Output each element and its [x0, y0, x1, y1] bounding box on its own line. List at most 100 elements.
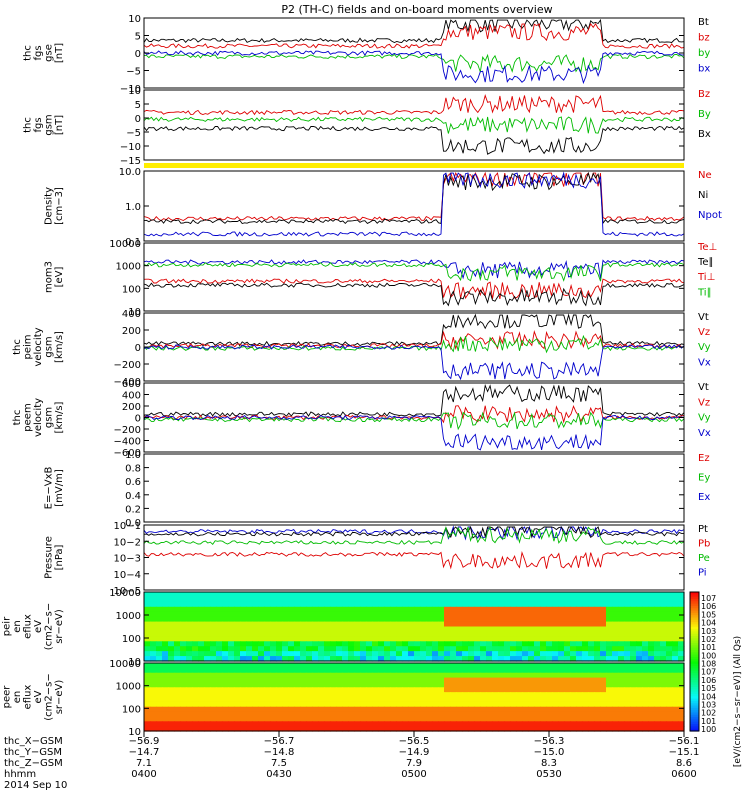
spectrogram-cell — [540, 726, 547, 732]
spectrogram-cell — [420, 596, 427, 603]
spectrogram-cell — [222, 697, 229, 703]
spectrogram-cell — [204, 667, 211, 674]
spectrogram-cell — [180, 592, 187, 598]
spectrogram-cell — [396, 646, 403, 652]
spectrogram-cell — [330, 626, 337, 633]
spectrogram-cell — [186, 721, 193, 727]
spectrogram-cell — [294, 672, 301, 679]
spectrogram-cell — [594, 631, 601, 637]
spectrogram-cell — [678, 606, 685, 613]
spectrogram-cell — [378, 651, 385, 657]
colorbar-tick-label: 102 — [701, 635, 716, 644]
spectrogram-cell — [444, 601, 451, 608]
spectrogram-cell — [378, 706, 385, 713]
spectrogram-cell — [552, 711, 559, 718]
colorbar-tick-label: 105 — [701, 684, 716, 693]
spectrogram-cell — [360, 596, 367, 603]
spectrogram-cell — [294, 701, 301, 708]
spectrogram-cell — [156, 706, 163, 713]
spectrogram-cell — [624, 651, 631, 657]
spectrogram-cell — [396, 651, 403, 657]
spectrogram-cell — [288, 687, 295, 693]
colorbar-frame — [689, 591, 700, 732]
spectrogram-cell — [486, 716, 493, 722]
spectrogram-cell — [612, 616, 619, 623]
colorbar-band — [690, 619, 699, 623]
spectrogram-cell — [336, 656, 343, 662]
spectrogram-cell — [372, 697, 379, 703]
spectrogram-cell — [162, 656, 169, 662]
spectrogram-cell — [318, 651, 325, 657]
spectrogram-cell — [504, 641, 511, 647]
spectrogram-cell — [450, 631, 457, 637]
spectrogram-cell — [570, 646, 577, 652]
spectrogram-cell — [372, 656, 379, 662]
spectrogram-cell — [270, 711, 277, 718]
spectrogram-cell — [372, 621, 379, 628]
spectrogram-cell — [576, 701, 583, 708]
spectrogram-cell — [240, 651, 247, 657]
spectrogram-cell — [198, 697, 205, 703]
spectrogram-cell — [498, 667, 505, 674]
spectrogram-cell — [474, 682, 481, 688]
spectrogram-cell — [606, 677, 613, 684]
spectrogram-cell — [324, 677, 331, 684]
spectrogram-cell — [282, 641, 289, 647]
spectrogram-cell — [504, 677, 511, 684]
spectrogram-cell — [360, 621, 367, 628]
spectrogram-cell — [474, 672, 481, 679]
spectrogram-cell — [450, 616, 457, 623]
xaxis-row-label: thc_Z−GSM — [4, 758, 63, 769]
spectrogram-cell — [480, 721, 487, 727]
spectrogram-cell — [348, 621, 355, 628]
spectrogram-cell — [300, 697, 307, 703]
spectrogram-cell — [504, 656, 511, 662]
spectrogram-cell — [660, 687, 667, 693]
spectrogram-cell — [570, 667, 577, 674]
spectrogram-cell — [660, 692, 667, 698]
spectrogram-cell — [534, 621, 541, 628]
spectrogram-cell — [174, 592, 181, 598]
spectrogram-cell — [414, 601, 421, 608]
spectrogram-cell — [504, 711, 511, 718]
spectrogram-cell — [438, 721, 445, 727]
spectrogram-cell — [282, 716, 289, 722]
series-line-Bt — [143, 18, 685, 44]
ylabel-line: en — [12, 691, 23, 704]
spectrogram-cell — [216, 651, 223, 657]
y-tick-label: −600 — [114, 448, 141, 459]
spectrogram-cell — [450, 687, 457, 693]
spectrogram-cell — [564, 692, 571, 698]
panel-ylabel: thcpeirenefluxeV(cm2−s−sr−eV) — [0, 603, 65, 650]
ylabel-line: (cm2−s− — [44, 673, 55, 720]
spectrogram-cell — [564, 596, 571, 603]
spectrogram-cell — [264, 592, 271, 598]
spectrogram-cell — [516, 667, 523, 674]
spectrogram-cell — [414, 692, 421, 698]
spectrogram-cell — [288, 711, 295, 718]
spectrogram-cell — [330, 611, 337, 618]
spectrogram-cell — [354, 721, 361, 727]
spectrogram-cell — [636, 592, 643, 598]
spectrogram-cell — [336, 726, 343, 732]
spectrogram-cell — [192, 601, 199, 608]
spectrogram-cell — [408, 687, 415, 693]
spectrogram-cell — [348, 596, 355, 603]
spectrogram-cell — [300, 611, 307, 618]
spectrogram-cell — [564, 621, 571, 628]
spectrogram-cell — [534, 626, 541, 633]
ylabel-line: gsm — [44, 336, 55, 357]
spectrogram-cell — [480, 687, 487, 693]
spectrogram-cell — [606, 697, 613, 703]
spectrogram-cell — [168, 626, 175, 633]
spectrogram-cell — [228, 716, 235, 722]
colorbar-band — [690, 638, 699, 642]
spectrogram-cell — [552, 626, 559, 633]
spectrogram-cell — [456, 636, 463, 642]
spectrogram-cell — [504, 626, 511, 633]
spectrogram-cell — [510, 721, 517, 727]
spectrogram-cell — [276, 663, 283, 669]
spectrogram-cell — [582, 641, 589, 647]
spectrogram-cell — [420, 601, 427, 608]
spectrogram-cell — [192, 726, 199, 732]
